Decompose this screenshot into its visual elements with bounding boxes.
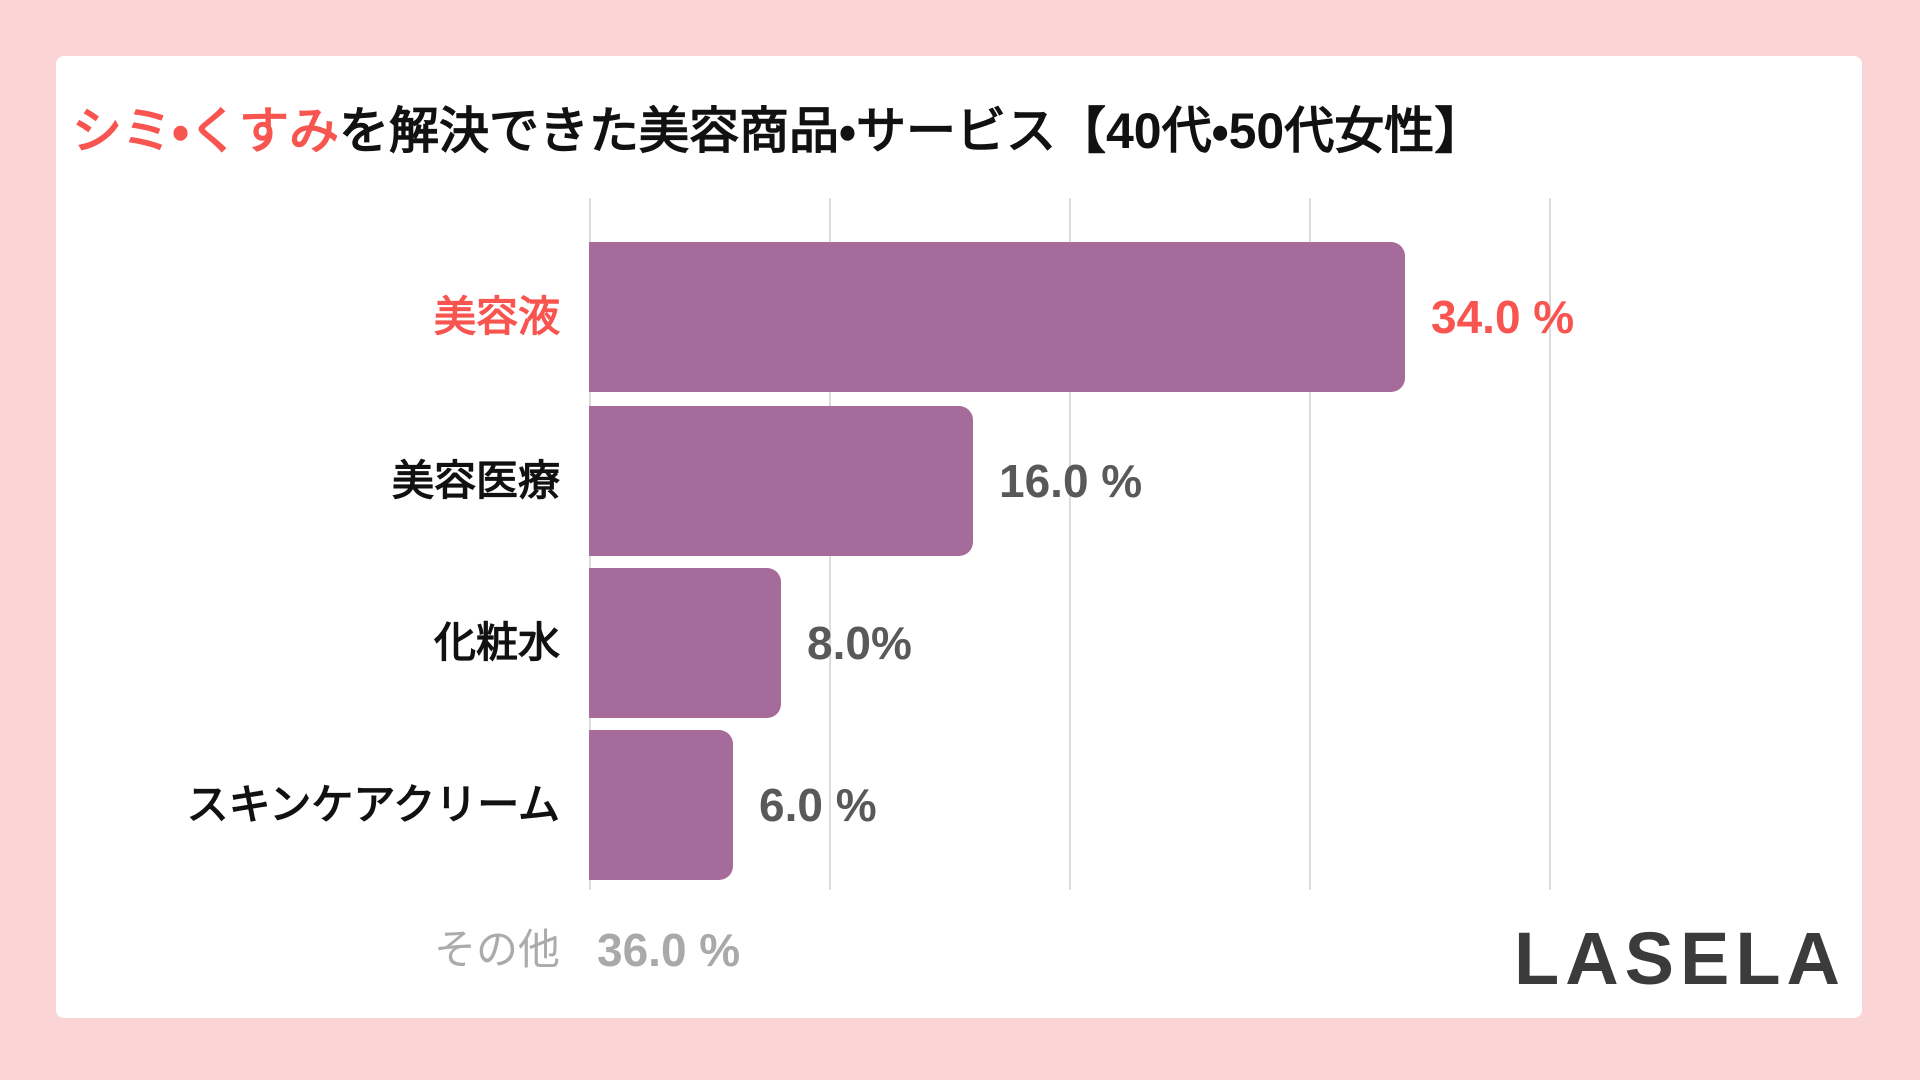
value-label: 6.0 % xyxy=(759,779,877,831)
value-label: 16.0 % xyxy=(999,455,1143,507)
value-label: 34.0 % xyxy=(1431,291,1575,343)
chart-title: シミ・くすみを解決できた美容商品・サービス【40代・50代女性】 xyxy=(72,100,1484,162)
lasela-logo: LASELA xyxy=(1514,917,1846,1000)
chart-title-rest: を解決できた美容商品・サービス【40代・50代女性】 xyxy=(339,103,1485,159)
category-label: 美容液 xyxy=(433,293,560,340)
bar xyxy=(589,568,781,718)
chart-card: シミ・くすみを解決できた美容商品・サービス【40代・50代女性】 美容液 34.0… xyxy=(56,56,1862,1018)
category-label: 美容医療 xyxy=(391,457,560,504)
category-label: その他 xyxy=(433,926,560,973)
bar xyxy=(589,730,733,880)
value-label: 8.0% xyxy=(807,617,912,669)
bar-chart-plot-area: 美容液 34.0 % 美容医療 16.0 % 化粧水 8.0% スキンケアクリーム 6.0 %… xyxy=(56,56,1862,1018)
gridline-20-percent xyxy=(1069,198,1071,890)
value-label: 36.0 % xyxy=(597,924,741,976)
chart-title-highlight: シミ・くすみ xyxy=(72,103,339,159)
bar xyxy=(589,242,1405,392)
category-label: 化粧水 xyxy=(433,619,560,666)
category-label: スキンケアクリーム xyxy=(186,781,560,828)
gridline-30-percent xyxy=(1309,198,1311,890)
gridline-40-percent xyxy=(1549,198,1551,890)
bar xyxy=(589,406,973,556)
